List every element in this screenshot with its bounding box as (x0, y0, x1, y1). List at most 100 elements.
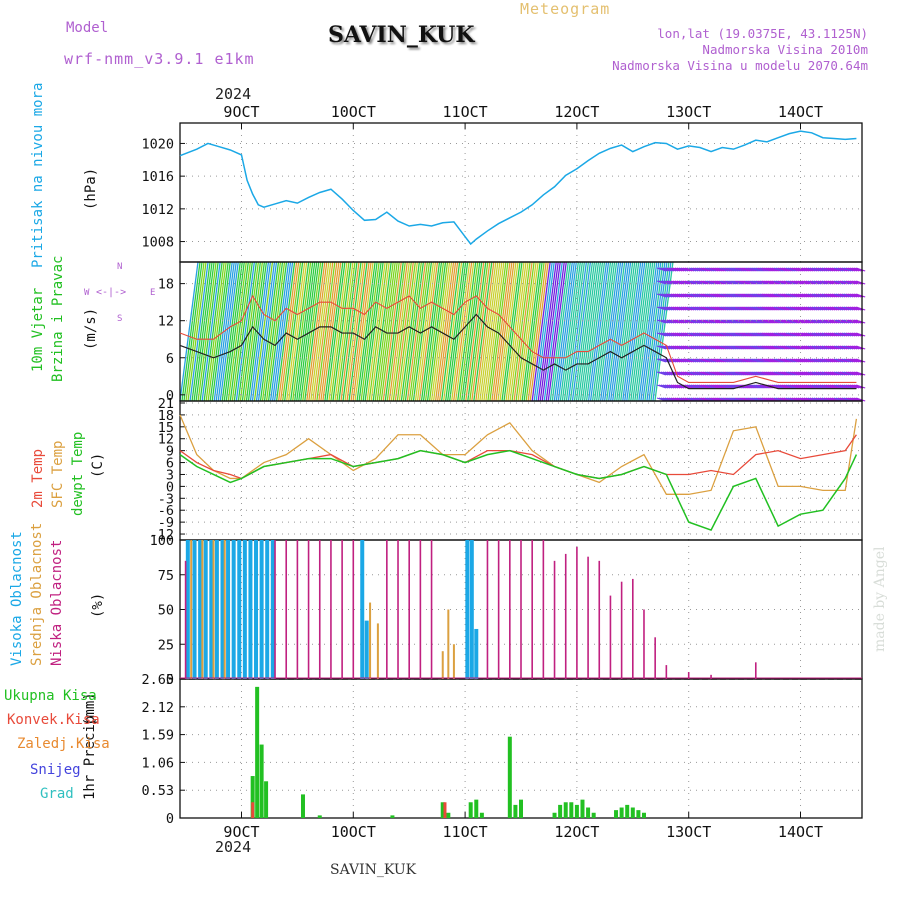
wind-barb-field (180, 262, 865, 401)
high-cloud-bar (237, 540, 241, 679)
high-cloud-bar (204, 540, 208, 679)
low-cloud-bar (285, 540, 287, 679)
low-cloud-bar (341, 540, 343, 679)
total-rain-bar (474, 800, 478, 818)
mid-cloud-bar (453, 644, 455, 679)
high-cloud-bar (260, 540, 264, 679)
total-rain-bar (580, 800, 584, 818)
y-tick-label: 6 (166, 351, 174, 367)
total-rain-bar (553, 813, 557, 818)
high-cloud-bar (232, 540, 236, 679)
high-cloud-bar (465, 540, 469, 679)
high-cloud-bar (193, 540, 197, 679)
y-tick-label: 1.06 (141, 755, 174, 771)
y-tick-label: 1008 (141, 235, 174, 251)
total-rain-bar (318, 815, 322, 818)
low-cloud-bar (386, 540, 388, 679)
low-cloud-bar (666, 665, 668, 679)
top-x-tick-label: 13OCT (666, 103, 711, 121)
mid-cloud-bar (201, 540, 203, 679)
low-cloud-bar (308, 540, 310, 679)
pressure-line (180, 131, 856, 244)
total-rain-bar (480, 813, 484, 818)
low-cloud-bar (509, 540, 511, 679)
low-cloud-bar (621, 582, 623, 679)
total-rain-bar (614, 810, 618, 818)
total-rain-bar (642, 813, 646, 818)
high-cloud-bar (474, 629, 478, 679)
low-cloud-bar (610, 596, 612, 679)
low-cloud-bar (598, 561, 600, 679)
low-cloud-bar (487, 540, 489, 679)
low-cloud-bar (397, 540, 399, 679)
mid-cloud-bar (369, 603, 371, 679)
total-rain-bar (575, 805, 579, 818)
y-tick-label: 1.59 (141, 728, 174, 744)
low-cloud-bar (352, 540, 354, 679)
high-cloud-bar (248, 540, 252, 679)
dewpt-line (180, 451, 856, 530)
low-cloud-bar (408, 540, 410, 679)
low-cloud-bar (498, 540, 500, 679)
low-cloud-bar (543, 540, 545, 679)
mid-cloud-bar (442, 651, 444, 679)
low-cloud-bar (576, 547, 578, 679)
bottom-x-tick-label: 14OCT (778, 823, 823, 841)
high-cloud-bar (265, 540, 269, 679)
mid-cloud-bar (224, 540, 226, 679)
total-rain-bar (469, 802, 473, 818)
y-tick-label: 12 (158, 314, 174, 330)
y-tick-label: 21 (158, 396, 174, 412)
total-rain-bar (625, 805, 629, 818)
panel-frame (180, 679, 862, 818)
y-tick-label: 0.53 (141, 783, 174, 799)
high-cloud-bar (470, 540, 474, 679)
low-cloud-bar (632, 579, 634, 679)
high-cloud-bar (360, 540, 364, 679)
y-tick-label: 0 (166, 811, 174, 827)
low-cloud-bar (654, 637, 656, 679)
total-rain-bar (569, 802, 573, 818)
low-cloud-bar (274, 540, 276, 679)
panel-frame (180, 401, 862, 540)
high-cloud-bar (226, 540, 230, 679)
y-tick-label: 2.12 (141, 700, 174, 716)
top-x-tick-label: 9OCT (223, 103, 259, 121)
bottom-x-tick-label: 11OCT (443, 823, 488, 841)
total-rain-bar (390, 815, 394, 818)
low-cloud-bar (554, 561, 556, 679)
high-cloud-bar (254, 540, 258, 679)
total-rain-bar (564, 802, 568, 818)
total-rain-bar (513, 805, 517, 818)
y-tick-label: 18 (158, 277, 174, 293)
top-x-tick-label: 12OCT (554, 103, 599, 121)
low-cloud-bar (587, 557, 589, 679)
high-cloud-bar (186, 540, 190, 679)
convective-rain-bar (251, 802, 254, 818)
low-cloud-bar (431, 540, 433, 679)
y-tick-label: 50 (158, 603, 174, 619)
bottom-x-tick-label: 10OCT (331, 823, 376, 841)
total-rain-bar (631, 808, 635, 818)
low-cloud-bar (755, 662, 757, 679)
total-rain-bar (301, 794, 305, 818)
total-rain-bar (636, 810, 640, 818)
total-rain-bar (508, 737, 512, 818)
top-x-tick-label: 10OCT (331, 103, 376, 121)
low-cloud-bar (297, 540, 299, 679)
y-tick-label: 1012 (141, 202, 174, 218)
total-rain-bar (592, 813, 596, 818)
total-rain-bar (260, 745, 264, 818)
y-tick-label: 1020 (141, 136, 174, 152)
top-x-tick-label: 14OCT (778, 103, 823, 121)
high-cloud-bar (243, 540, 247, 679)
low-cloud-bar (330, 540, 332, 679)
low-cloud-bar (520, 540, 522, 679)
low-cloud-bar (643, 610, 645, 680)
y-tick-label: 25 (158, 637, 174, 653)
bottom-x-tick-label: 12OCT (554, 823, 599, 841)
mid-cloud-bar (190, 540, 192, 679)
low-cloud-bar (565, 554, 567, 679)
total-rain-bar (620, 808, 624, 818)
